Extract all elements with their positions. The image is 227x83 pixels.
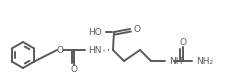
Text: NH₂: NH₂ [195, 57, 212, 65]
Text: HN: HN [88, 45, 101, 55]
Text: O: O [70, 65, 77, 75]
Text: O: O [56, 45, 63, 55]
Text: O: O [133, 24, 140, 34]
Text: NH: NH [168, 57, 182, 65]
Text: HO: HO [88, 27, 101, 37]
Text: O: O [179, 38, 186, 46]
